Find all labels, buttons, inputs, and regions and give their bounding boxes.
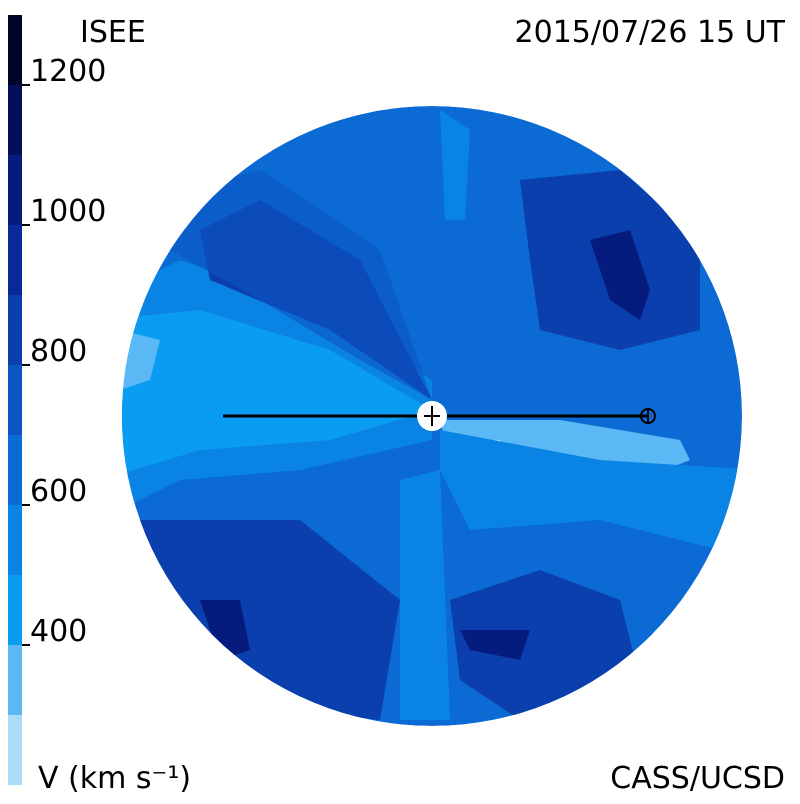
tick-label: 400	[30, 614, 87, 649]
color-band	[8, 575, 22, 645]
region	[122, 310, 432, 480]
region	[460, 630, 530, 660]
tick-label: 800	[30, 334, 87, 369]
color-band	[8, 365, 22, 435]
color-band	[8, 225, 22, 295]
color-band	[8, 15, 22, 85]
region	[170, 170, 432, 400]
region	[440, 430, 742, 560]
region	[440, 110, 470, 220]
color-band	[8, 295, 22, 365]
model-label: ISEE	[80, 15, 146, 50]
color-band	[8, 85, 22, 155]
timestamp: 2015/07/26 15 UT	[515, 15, 786, 50]
credit: CASS/UCSD	[610, 761, 785, 796]
tick-label: 1000	[30, 194, 106, 229]
color-band	[8, 435, 22, 505]
color-band	[8, 715, 22, 785]
colorbar-label: V (km s⁻¹)	[38, 761, 191, 796]
region	[590, 230, 650, 320]
color-band	[8, 155, 22, 225]
color-band	[8, 505, 22, 575]
tick-label: 1200	[30, 54, 106, 89]
colorbar: 400 600 800 1000 1200	[8, 15, 106, 785]
region	[400, 470, 450, 720]
color-band	[8, 645, 22, 715]
tick-label: 600	[30, 474, 87, 509]
region	[200, 600, 250, 660]
